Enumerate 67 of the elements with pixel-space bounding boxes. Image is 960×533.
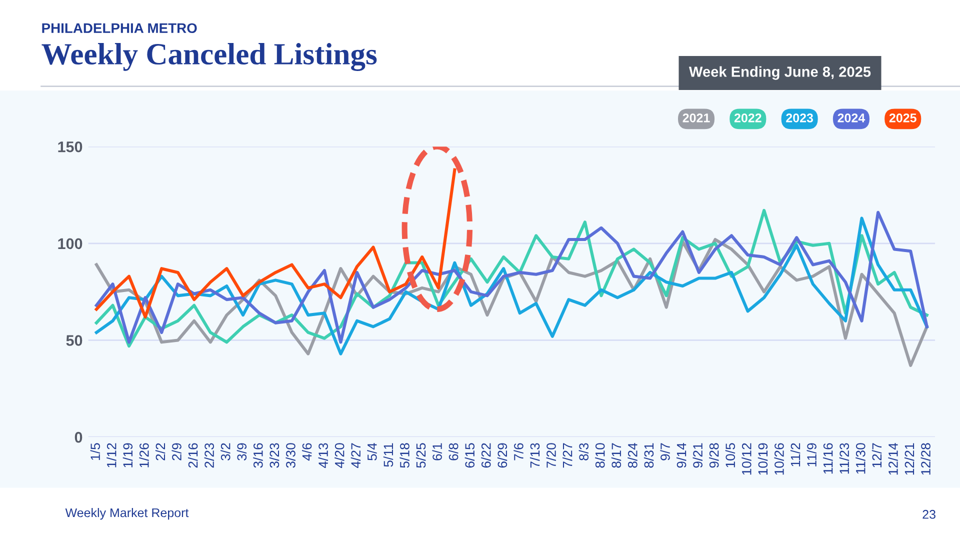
y-tick-label: 100 (58, 238, 82, 250)
x-tick-label: 12/7 (872, 443, 882, 468)
text: Weekly Market Report (65, 508, 189, 520)
x-tick-label: 8/31 (644, 443, 654, 468)
x-tick-label: 11/2 (790, 443, 800, 466)
text: 2025 (889, 113, 916, 122)
x-tick-label: 5/11 (383, 443, 394, 467)
x-tick-label: 1/19 (122, 443, 133, 468)
x-tick-label: 5/4 (367, 443, 377, 460)
x-tick-label: 1/26 (139, 443, 149, 468)
x-tick-label: 2/23 (204, 443, 214, 468)
x-tick-label: 12/21 (904, 443, 914, 475)
x-tick-label: 6/15 (464, 443, 475, 468)
x-tick-label: 5/25 (416, 443, 426, 468)
x-tick-label: 10/19 (758, 443, 768, 475)
x-tick-label: 10/26 (774, 443, 784, 475)
x-tick-label: 4/20 (334, 443, 344, 468)
x-tick-label: 11/30 (856, 443, 866, 474)
x-tick-label: 6/29 (497, 443, 508, 468)
line-series (94, 168, 456, 319)
x-tick-label: 6/8 (448, 443, 458, 460)
text: Week Ending June 8, 2025 (688, 66, 871, 80)
x-tick-label: 3/23 (269, 443, 280, 468)
x-tick-label: 1/5 (90, 443, 100, 460)
x-tick-label: 11/16 (823, 443, 833, 474)
text: 2023 (786, 113, 814, 122)
x-tick-label: 7/6 (514, 443, 524, 460)
y-tick-label: 50 (66, 335, 82, 346)
x-tick-label: 10/5 (725, 443, 736, 468)
x-tick-label: 10/12 (742, 443, 752, 475)
text: 23 (922, 510, 936, 519)
x-tick-label: 7/27 (562, 443, 572, 468)
x-tick-label: 9/28 (709, 443, 719, 468)
chart-subtitle: PHILADELPHIA METRO (42, 23, 197, 34)
x-tick-label: 8/24 (628, 443, 638, 468)
x-tick-label: 11/9 (806, 443, 816, 466)
x-tick-label: 9/21 (692, 443, 702, 468)
x-tick-label: 6/1 (432, 443, 442, 460)
x-tick-label: 3/2 (220, 443, 230, 460)
y-tick-label: 0 (74, 432, 82, 443)
x-tick-label: 11/23 (839, 443, 850, 474)
x-tick-label: 4/13 (318, 443, 328, 468)
x-tick-label: 3/9 (236, 443, 247, 460)
x-tick-label: 2/2 (155, 443, 166, 460)
x-tick-label: 4/27 (350, 443, 361, 468)
text: 2021 (682, 113, 710, 122)
text: 2024 (838, 113, 866, 122)
x-tick-label: 7/13 (530, 443, 540, 468)
x-tick-label: 3/16 (253, 443, 263, 468)
x-tick-label: 9/14 (676, 443, 686, 468)
x-tick-label: 7/20 (546, 443, 556, 468)
x-tick-label: 8/17 (611, 443, 622, 468)
x-tick-label: 8/3 (578, 443, 588, 460)
chart-title: Weekly Canceled Listings (42, 43, 377, 72)
x-tick-label: 2/9 (172, 443, 182, 460)
x-tick-label: 12/14 (888, 443, 898, 475)
x-tick-label: 12/28 (920, 443, 930, 475)
x-tick-label: 3/30 (286, 443, 296, 468)
x-tick-label: 4/6 (302, 443, 312, 461)
x-tick-label: 6/22 (481, 443, 491, 468)
x-tick-label: 1/12 (106, 443, 116, 468)
text: 2022 (734, 113, 762, 122)
x-tick-label: 5/18 (400, 443, 410, 468)
x-tick-label: 2/16 (188, 443, 198, 468)
x-tick-label: 9/7 (660, 443, 670, 460)
x-tick-label: 8/10 (595, 443, 605, 468)
y-tick-label: 150 (58, 141, 82, 152)
